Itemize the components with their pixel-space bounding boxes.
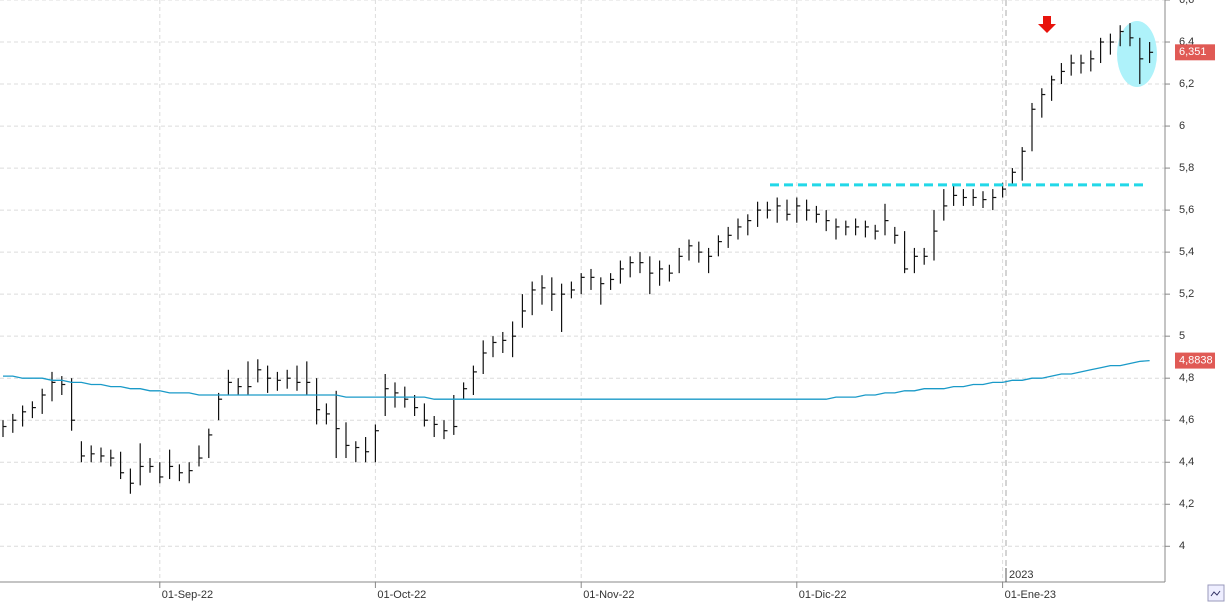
y-tick-label: 6 xyxy=(1179,120,1185,132)
grid xyxy=(0,0,1165,582)
y-tick-label: 6,6 xyxy=(1179,0,1194,6)
price-tag-label: 4,8838 xyxy=(1179,354,1213,366)
y-tick-label: 5,4 xyxy=(1179,246,1194,258)
x-tick-label: 01-Nov-22 xyxy=(583,589,634,601)
x-tick-label: 01-Ene-23 xyxy=(1005,589,1056,601)
y-tick-label: 6,2 xyxy=(1179,78,1194,90)
x-tick-label: 01-Sep-22 xyxy=(162,589,213,601)
y-tick-label: 5,8 xyxy=(1179,162,1194,174)
y-tick-label: 5,2 xyxy=(1179,288,1194,300)
y-tick-label: 4,8 xyxy=(1179,372,1194,384)
y-tick-label: 4,6 xyxy=(1179,414,1194,426)
axes: 6,66,46,265,85,65,45,254,84,64,44,2401-S… xyxy=(159,0,1215,601)
price-tag-label: 6,351 xyxy=(1179,46,1207,58)
highlight-ellipse xyxy=(1117,21,1157,87)
y-tick-label: 5 xyxy=(1179,330,1185,342)
price-tag xyxy=(1175,352,1215,369)
y-tick-label: 4,2 xyxy=(1179,498,1194,510)
marks xyxy=(2,23,1154,494)
price-tag xyxy=(1175,44,1215,61)
y-tick-label: 4,4 xyxy=(1179,456,1194,468)
arrow-marker xyxy=(1038,16,1056,33)
x-tick-label: 01-Oct-22 xyxy=(377,589,426,601)
moving-average xyxy=(3,359,1150,400)
corner-button[interactable] xyxy=(1207,584,1225,602)
year-label: 2023 xyxy=(1009,569,1033,581)
y-tick-label: 5,6 xyxy=(1179,204,1194,216)
x-tick-label: 01-Dic-22 xyxy=(799,589,847,601)
corner-icon xyxy=(1210,590,1221,597)
y-tick-label: 4 xyxy=(1179,540,1185,552)
